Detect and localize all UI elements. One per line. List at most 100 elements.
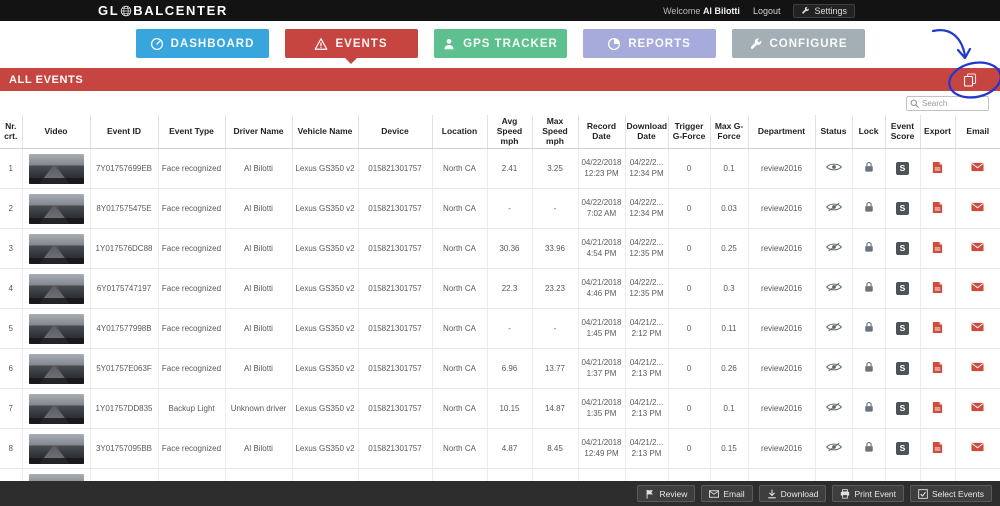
lock-icon[interactable] bbox=[864, 401, 874, 416]
record-date: 04/22/2018 7:02 AM bbox=[581, 198, 622, 218]
column-header: Download Date bbox=[625, 115, 669, 150]
email-icon[interactable] bbox=[971, 322, 984, 335]
event-score-icon[interactable]: S bbox=[896, 162, 909, 176]
driver-name: Al Bilotti bbox=[244, 443, 273, 453]
record-date: 04/21/2018 4:46 PM bbox=[581, 278, 622, 298]
video-thumbnail[interactable] bbox=[28, 233, 84, 264]
logout-link[interactable]: Logout bbox=[752, 5, 781, 16]
column-header: Nr. crt. bbox=[0, 115, 23, 150]
event-id: 6Y0175747197 bbox=[96, 283, 152, 293]
row-number: 2 bbox=[8, 203, 13, 213]
topbar: GL BALCENTER Welcome Al Bilotti Logout S… bbox=[0, 0, 1000, 21]
pdf-export-icon[interactable] bbox=[932, 321, 943, 337]
nav-reports[interactable]: REPORTS bbox=[582, 29, 716, 58]
pdf-export-icon[interactable] bbox=[932, 441, 943, 457]
eye-slash-icon[interactable] bbox=[825, 282, 842, 295]
pdf-export-icon[interactable] bbox=[932, 161, 943, 177]
print-event-button[interactable]: Print Event bbox=[832, 485, 905, 502]
event-type: Face recognized bbox=[161, 443, 222, 453]
email-icon[interactable] bbox=[971, 402, 984, 415]
pdf-export-icon[interactable] bbox=[932, 361, 943, 377]
lock-icon[interactable] bbox=[864, 201, 874, 216]
pdf-export-icon[interactable] bbox=[932, 281, 943, 297]
eye-slash-icon[interactable] bbox=[825, 322, 842, 335]
nav-dashboard[interactable]: DASHBOARD bbox=[135, 29, 269, 58]
record-date: 04/21/2018 1:37 PM bbox=[581, 358, 622, 378]
event-type: Backup Light bbox=[168, 403, 215, 413]
lock-icon[interactable] bbox=[864, 161, 874, 176]
avg-speed: 6.96 bbox=[501, 363, 518, 373]
column-header: Max Speed mph bbox=[532, 115, 579, 150]
row-number: 8 bbox=[8, 443, 13, 453]
video-thumbnail[interactable] bbox=[28, 433, 84, 464]
nav-gps-tracker[interactable]: GPS TRACKER bbox=[433, 29, 567, 58]
email-icon[interactable] bbox=[971, 442, 984, 455]
pdf-export-icon[interactable] bbox=[932, 401, 943, 417]
event-id: 1Y017576DC88 bbox=[95, 243, 153, 253]
eye-slash-icon[interactable] bbox=[825, 202, 842, 215]
eye-icon[interactable] bbox=[825, 162, 842, 175]
email-icon[interactable] bbox=[971, 202, 984, 215]
event-score-icon[interactable]: S bbox=[896, 282, 909, 296]
email-icon[interactable] bbox=[971, 242, 984, 255]
check-square-icon bbox=[918, 488, 928, 499]
pdf-export-icon[interactable] bbox=[932, 201, 943, 217]
lock-icon[interactable] bbox=[864, 241, 874, 256]
event-score-icon[interactable]: S bbox=[896, 362, 909, 376]
lock-icon[interactable] bbox=[864, 281, 874, 296]
eye-slash-icon[interactable] bbox=[825, 242, 842, 255]
vehicle-name: Lexus GS350 v2 bbox=[295, 203, 355, 213]
column-header: Department bbox=[748, 115, 816, 150]
column-header: Vehicle Name bbox=[292, 115, 359, 150]
column-header: Avg Speed mph bbox=[487, 115, 533, 150]
driver-name: Al Bilotti bbox=[244, 243, 273, 253]
lock-icon[interactable] bbox=[864, 441, 874, 456]
device-id: 015821301757 bbox=[368, 203, 422, 213]
nav-label: CONFIGURE bbox=[769, 37, 848, 50]
video-thumbnail[interactable] bbox=[28, 313, 84, 344]
topbar-right: Welcome Al Bilotti Logout Settings bbox=[663, 0, 855, 21]
email-icon[interactable] bbox=[971, 282, 984, 295]
events-table-body: 1 7Y01757699EB Face recognized Al Bilott… bbox=[0, 148, 1000, 506]
review-button[interactable]: Review bbox=[637, 485, 696, 502]
max-g-force: 0.3 bbox=[723, 283, 735, 293]
nav-configure[interactable]: CONFIGURE bbox=[731, 29, 865, 58]
pie-chart-icon bbox=[608, 37, 621, 50]
event-score-icon[interactable]: S bbox=[896, 322, 909, 336]
video-thumbnail[interactable] bbox=[28, 353, 84, 384]
search-input[interactable] bbox=[922, 99, 985, 108]
column-header: Driver Name bbox=[225, 115, 293, 150]
nav-label: DASHBOARD bbox=[170, 37, 255, 50]
eye-slash-icon[interactable] bbox=[825, 442, 842, 455]
lock-icon[interactable] bbox=[864, 321, 874, 336]
table-row: 5 4Y017577998B Face recognized Al Bilott… bbox=[0, 308, 1000, 350]
settings-button[interactable]: Settings bbox=[793, 3, 855, 18]
gauge-icon bbox=[150, 37, 163, 50]
nav-events[interactable]: EVENTS bbox=[284, 29, 418, 64]
event-type: Face recognized bbox=[161, 203, 222, 213]
download-date: 04/22/2... 12:34 PM bbox=[629, 158, 664, 178]
lock-icon[interactable] bbox=[864, 361, 874, 376]
eye-slash-icon[interactable] bbox=[825, 402, 842, 415]
column-header: Max G-Force bbox=[710, 115, 749, 150]
driver-name: Al Bilotti bbox=[244, 323, 273, 333]
event-score-icon[interactable]: S bbox=[896, 402, 909, 416]
email-icon[interactable] bbox=[971, 362, 984, 375]
video-thumbnail[interactable] bbox=[28, 193, 84, 224]
pdf-export-icon[interactable] bbox=[932, 241, 943, 257]
eye-slash-icon[interactable] bbox=[825, 362, 842, 375]
video-thumbnail[interactable] bbox=[28, 153, 84, 184]
video-thumbnail[interactable] bbox=[28, 273, 84, 304]
copy-export-icon[interactable] bbox=[963, 72, 977, 87]
select-events-button[interactable]: Select Events bbox=[910, 485, 992, 502]
email-button[interactable]: Email bbox=[701, 485, 753, 502]
video-thumbnail[interactable] bbox=[28, 393, 84, 424]
max-g-force: 0.1 bbox=[723, 163, 735, 173]
download-button[interactable]: Download bbox=[758, 485, 827, 502]
email-icon[interactable] bbox=[971, 162, 984, 175]
event-score-icon[interactable]: S bbox=[896, 202, 909, 216]
event-score-icon[interactable]: S bbox=[896, 442, 909, 456]
max-speed: - bbox=[553, 203, 557, 213]
search-box[interactable] bbox=[906, 96, 989, 111]
event-score-icon[interactable]: S bbox=[896, 242, 909, 256]
